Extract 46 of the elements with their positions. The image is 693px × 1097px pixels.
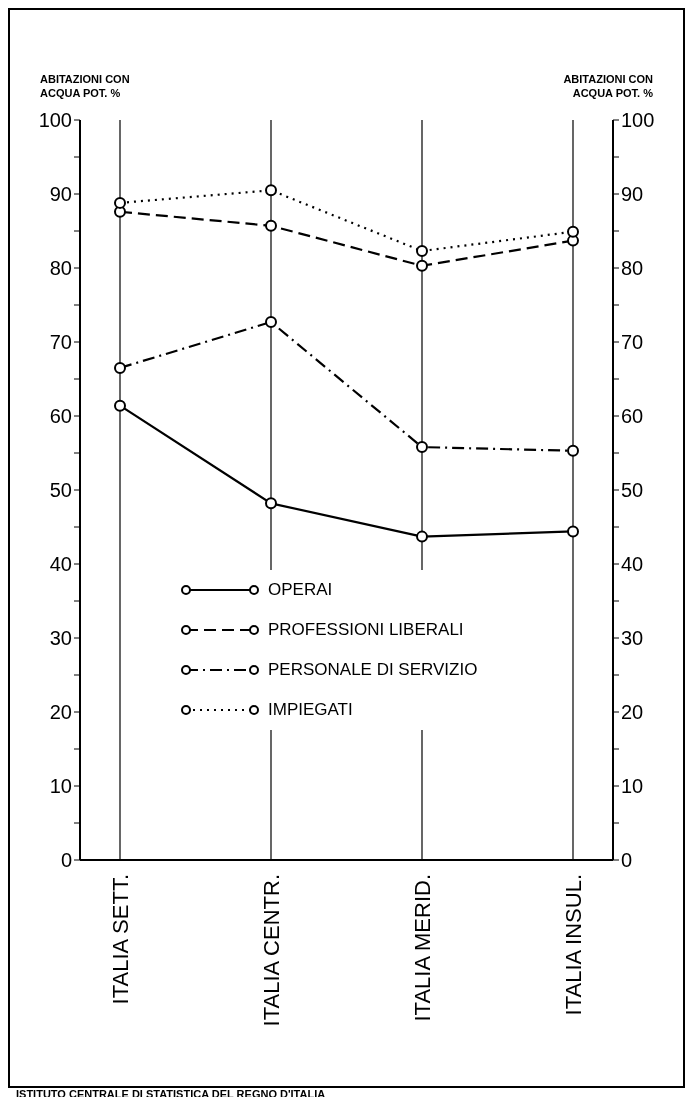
x-tick-label: ITALIA SETT. xyxy=(108,874,133,1005)
y-tick-label: 30 xyxy=(49,627,72,650)
point xyxy=(114,361,126,374)
y2-tick-label: 10 xyxy=(621,775,644,798)
y2-tick-label: 20 xyxy=(621,701,644,724)
point xyxy=(416,244,428,257)
legend-label: IMPIEGATI xyxy=(268,700,353,720)
legend-label: OPERAI xyxy=(268,580,333,600)
point xyxy=(567,525,579,538)
y-axis-title: ABITAZIONI CON ACQUA POT. % xyxy=(40,72,131,100)
y2-tick-label: 40 xyxy=(621,553,644,576)
y2-tick-label: 60 xyxy=(621,405,644,428)
y-tick-label: 20 xyxy=(49,701,72,724)
point xyxy=(567,444,579,457)
y-tick-label: 80 xyxy=(49,257,72,280)
point xyxy=(265,184,277,197)
y2-axis-title: ABITAZIONI CON ACQUA POT. % xyxy=(562,72,653,100)
x-tick-label: ITALIA INSUL. xyxy=(561,874,586,1016)
y-tick-label: 10 xyxy=(49,775,72,798)
y-tick-label: 70 xyxy=(49,331,72,354)
y2-tick-label: 90 xyxy=(621,183,644,206)
y-tick-label: 90 xyxy=(49,183,72,206)
point xyxy=(567,225,579,238)
y2-tick-label: 70 xyxy=(621,331,644,354)
y-tick-label: 60 xyxy=(49,405,72,428)
legend-label: PROFESSIONI LIBERALI xyxy=(268,620,464,640)
legend-label: PERSONALE DI SERVIZIO xyxy=(268,660,478,680)
y2-tick-label: 50 xyxy=(621,479,644,502)
point xyxy=(416,530,428,543)
point xyxy=(265,497,277,510)
y-tick-label: 40 xyxy=(49,553,72,576)
y2-tick-label: 30 xyxy=(621,627,644,650)
point xyxy=(114,196,126,209)
y2-tick-label: 0 xyxy=(621,849,633,872)
x-tick-label: ITALIA MERID. xyxy=(410,874,435,1022)
point xyxy=(114,399,126,412)
y-tick-label: 50 xyxy=(49,479,72,502)
y2-tick-label: 80 xyxy=(621,257,644,280)
x-tick-label: ITALIA CENTR. xyxy=(259,874,284,1027)
point xyxy=(416,259,428,272)
point xyxy=(265,219,277,232)
y-tick-label: 0 xyxy=(60,849,72,872)
point xyxy=(265,316,277,329)
point xyxy=(416,441,428,454)
y-tick-label: 100 xyxy=(38,109,72,132)
y2-tick-label: 100 xyxy=(621,109,655,132)
